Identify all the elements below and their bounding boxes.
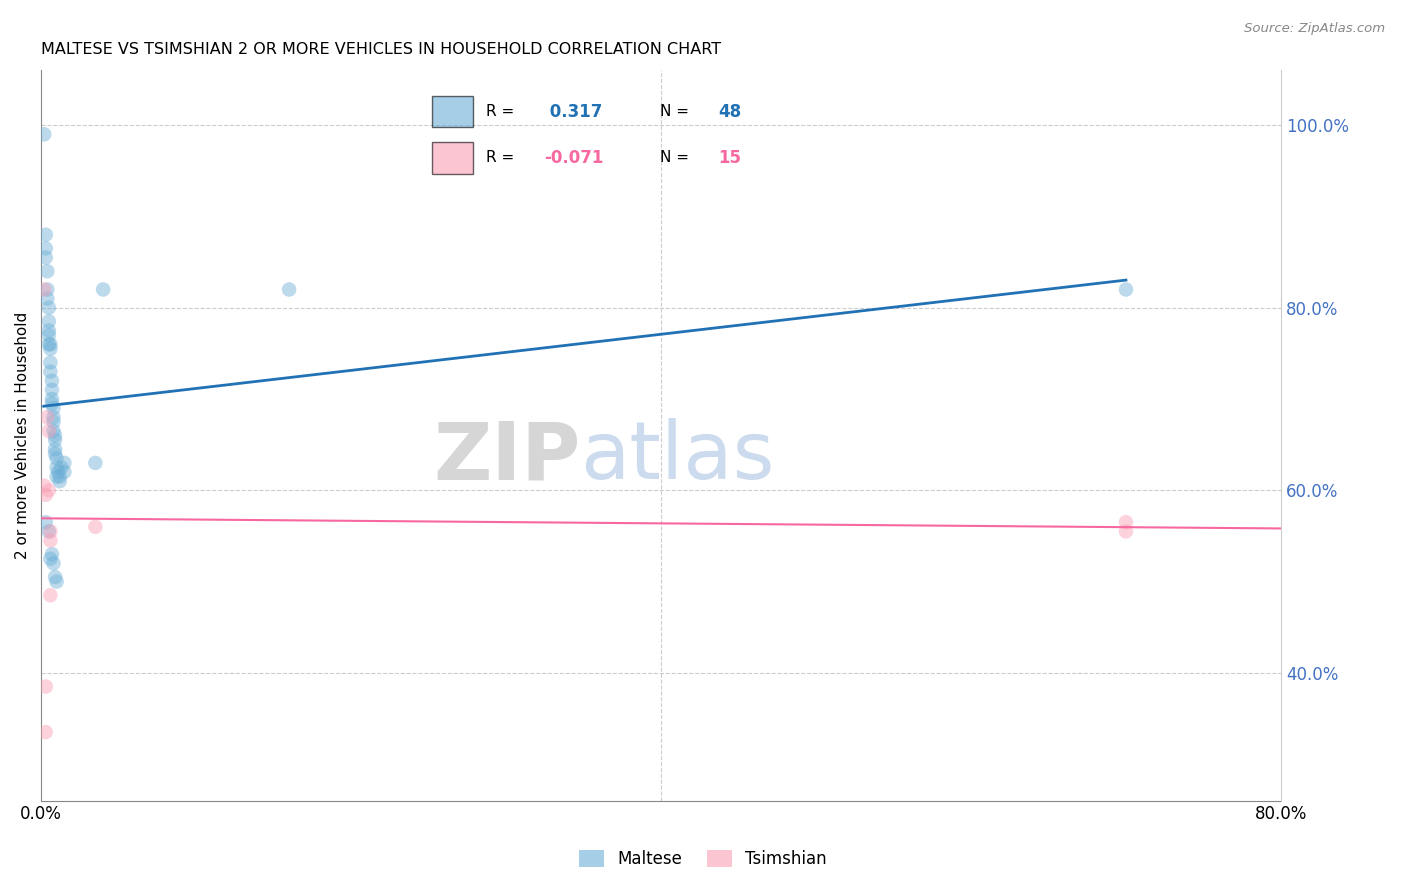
Point <box>42 557 65 571</box>
Text: ZIP: ZIP <box>433 418 581 497</box>
Legend: Maltese, Tsimshian: Maltese, Tsimshian <box>572 843 834 875</box>
Point <box>39 342 62 356</box>
Point <box>44 447 66 461</box>
Text: atlas: atlas <box>581 418 775 497</box>
Point <box>39 365 62 379</box>
Point <box>41 396 63 410</box>
Point <box>39 524 62 539</box>
Point <box>35 515 58 529</box>
Point <box>39 337 62 351</box>
Point <box>37 264 59 278</box>
Point <box>84 520 107 534</box>
Point <box>84 456 107 470</box>
Point <box>35 488 58 502</box>
Point <box>41 547 63 561</box>
Point <box>39 355 62 369</box>
Point <box>38 483 60 498</box>
Y-axis label: 2 or more Vehicles in Household: 2 or more Vehicles in Household <box>15 312 30 559</box>
Point <box>38 301 60 315</box>
Point <box>38 524 60 539</box>
Point <box>45 469 67 483</box>
Point <box>44 570 66 584</box>
Point <box>44 428 66 442</box>
Point <box>41 383 63 397</box>
Point <box>39 533 62 548</box>
Point <box>38 328 60 343</box>
Text: MALTESE VS TSIMSHIAN 2 OR MORE VEHICLES IN HOUSEHOLD CORRELATION CHART: MALTESE VS TSIMSHIAN 2 OR MORE VEHICLES … <box>41 42 721 57</box>
Point <box>1115 515 1137 529</box>
Point <box>42 410 65 425</box>
Point <box>35 241 58 255</box>
Point <box>41 374 63 388</box>
Point <box>46 465 69 479</box>
Point <box>53 465 76 479</box>
Point <box>45 451 67 466</box>
Point <box>44 442 66 457</box>
Point <box>35 251 58 265</box>
Point <box>41 392 63 406</box>
Point <box>42 424 65 438</box>
Point <box>38 337 60 351</box>
Point <box>32 283 55 297</box>
Point <box>45 574 67 589</box>
Point <box>39 551 62 566</box>
Point <box>38 424 60 438</box>
Point <box>51 460 73 475</box>
Point <box>1115 283 1137 297</box>
Point <box>48 474 70 488</box>
Point <box>37 292 59 306</box>
Point <box>35 680 58 694</box>
Point <box>38 314 60 328</box>
Point <box>278 283 301 297</box>
Point <box>32 479 55 493</box>
Point <box>48 469 70 483</box>
Point <box>44 433 66 447</box>
Text: Source: ZipAtlas.com: Source: ZipAtlas.com <box>1244 22 1385 36</box>
Point <box>1115 524 1137 539</box>
Point <box>37 283 59 297</box>
Point <box>42 401 65 416</box>
Point <box>38 324 60 338</box>
Point <box>37 410 59 425</box>
Point <box>91 283 114 297</box>
Point <box>35 227 58 242</box>
Point <box>35 725 58 739</box>
Point <box>32 128 55 142</box>
Point <box>42 415 65 429</box>
Point <box>53 456 76 470</box>
Point <box>39 588 62 602</box>
Point <box>45 460 67 475</box>
